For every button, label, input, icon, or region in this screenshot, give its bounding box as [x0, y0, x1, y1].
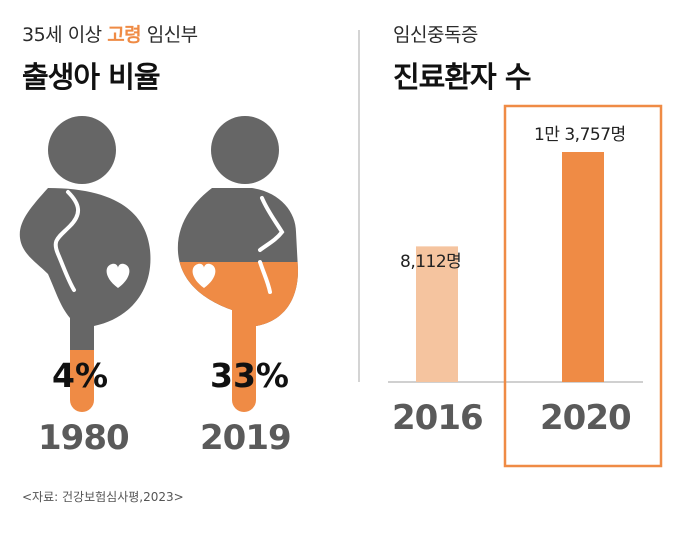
pregnant-woman-icon-2019: [177, 116, 298, 412]
right-subtitle: 임신중독증: [393, 24, 478, 46]
source-note: <자료: 건강보험심사평,2023>: [22, 490, 184, 504]
right-title: 진료환자 수: [393, 60, 531, 94]
left-subtitle-pre: 35세 이상: [22, 24, 108, 46]
value-label-1980: 4%: [52, 356, 109, 395]
highlight-box: [503, 104, 663, 468]
bar-group: [416, 152, 604, 382]
left-title: 출생아 비율: [22, 60, 160, 94]
year-label-1980: 1980: [38, 418, 130, 458]
heart-icon: [192, 263, 216, 288]
bar-value-label-2016: 8,112명: [400, 252, 462, 272]
left-subtitle-highlight: 고령: [107, 24, 142, 46]
bar-value-label-2020: 1만 3,757명: [534, 125, 626, 145]
year-label-2016: 2016: [392, 398, 484, 438]
left-subtitle: 35세 이상 고령 임신부: [22, 20, 198, 47]
left-subtitle-post: 임신부: [141, 24, 198, 46]
heart-icon: [106, 263, 130, 288]
year-label-2020: 2020: [540, 398, 632, 438]
bar-2020: [562, 152, 604, 382]
pregnant-woman-icon-1980: [19, 116, 151, 412]
bar-2016: [416, 246, 458, 382]
value-label-2019: 33%: [210, 356, 289, 395]
divider: [358, 30, 360, 382]
year-label-2019: 2019: [200, 418, 292, 458]
